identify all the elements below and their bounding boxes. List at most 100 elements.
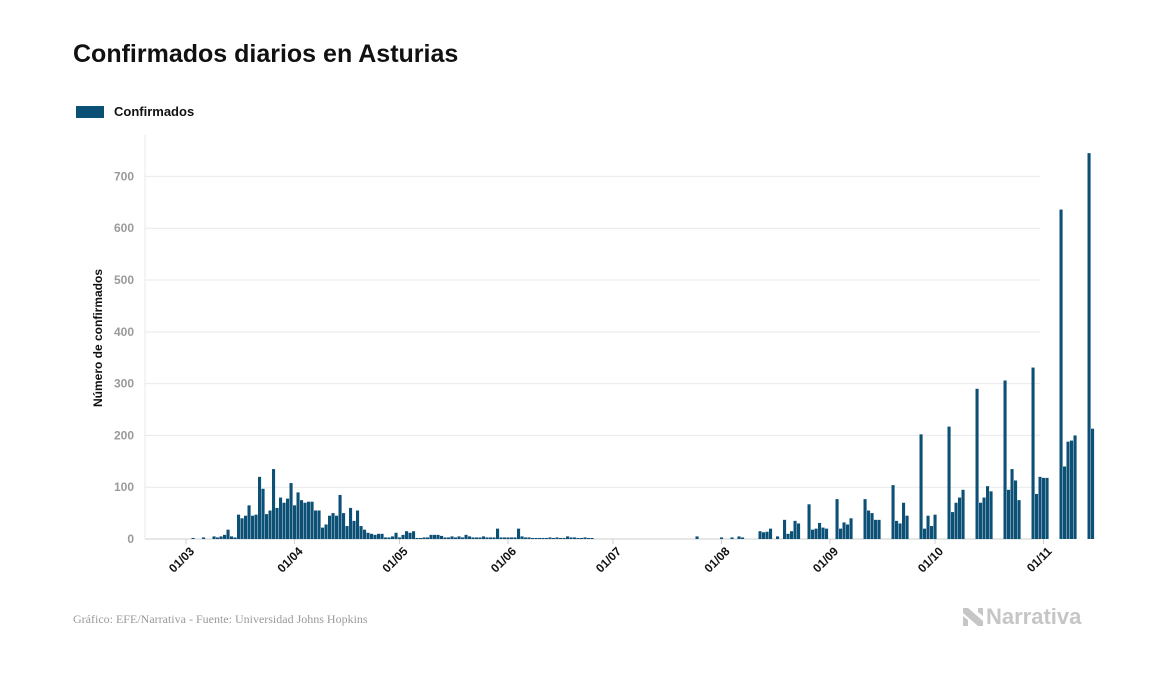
bar [821,527,825,539]
bar [324,524,328,539]
bar [958,497,962,539]
bar [422,537,426,539]
bar [436,534,440,539]
tick-layer: 0 100 200 300 400 500 600 700 01/03 01/04 01/05 01/… [114,169,1055,575]
bar [524,537,528,539]
bar [503,537,507,539]
bar [569,537,573,539]
bar [1035,493,1039,539]
bar [492,537,496,539]
bar [412,531,416,539]
bar [370,533,374,539]
bar [867,510,871,539]
bar [902,502,906,539]
bar [440,535,444,539]
bar [300,500,304,539]
bar [573,537,577,539]
bar [331,513,335,539]
bar [450,536,454,539]
bar [839,528,843,539]
bar [433,534,437,539]
bar [244,515,248,539]
bar [762,532,766,539]
bar [1070,440,1074,539]
bar [877,519,881,539]
bar [793,520,797,539]
bar [758,531,762,539]
bar [366,532,370,539]
y-tick-label: 600 [114,221,134,235]
bar-layer [191,153,1095,539]
y-tick-label: 300 [114,377,134,391]
page-title: Confirmados diarios en Asturias [73,40,459,68]
bar [349,507,353,539]
bar [541,537,545,539]
bar [720,537,724,539]
bar [457,536,461,539]
bar [394,532,398,539]
y-tick-label: 500 [114,273,134,287]
bar [1017,500,1021,539]
bar [373,534,377,539]
bar [923,528,927,539]
y-tick-label: 0 [127,532,134,546]
bar [769,528,773,539]
bar [933,514,937,539]
bar [835,499,839,539]
bar [286,498,290,539]
bar [737,536,741,539]
bar [384,537,388,539]
bar [216,537,220,539]
bar [345,526,349,539]
bar [783,519,787,539]
bar [979,502,983,539]
bar [849,518,853,539]
bar [317,510,321,539]
bar [223,534,227,539]
bar [447,537,451,539]
bar [776,536,780,539]
bar [1007,489,1011,539]
legend-swatch [76,105,104,118]
bar [559,537,563,539]
bar [212,536,216,539]
bar [426,537,430,539]
bar [363,529,367,539]
bar [975,388,979,539]
bar [230,536,234,539]
bar [356,510,360,539]
bar [240,518,244,539]
bar [226,529,230,539]
bar [1073,435,1077,539]
x-tick-label: 01/04 [274,544,305,575]
bar [566,536,570,539]
bar [1003,380,1007,539]
bar [1059,209,1063,539]
bar [548,537,552,539]
bar [1031,367,1035,539]
bar [583,537,587,539]
bar [517,528,521,539]
bar [408,532,412,539]
bar [930,526,934,539]
bar [538,537,542,539]
bar [454,537,458,539]
bar [405,531,409,539]
bar [1066,441,1070,539]
bar [895,520,899,539]
bar [1014,480,1018,539]
brand-name: Narrativa [986,604,1082,629]
bar [321,527,325,539]
bar [811,529,815,539]
bar [874,519,878,539]
bar [258,476,262,539]
bar [1038,476,1042,539]
bar [499,537,503,539]
bar [1091,428,1095,539]
bar [790,531,794,539]
bar [328,515,332,539]
bar [555,537,559,539]
bar [251,515,255,539]
y-axis-label: Número de confirmados [91,269,105,407]
bar [380,533,384,539]
